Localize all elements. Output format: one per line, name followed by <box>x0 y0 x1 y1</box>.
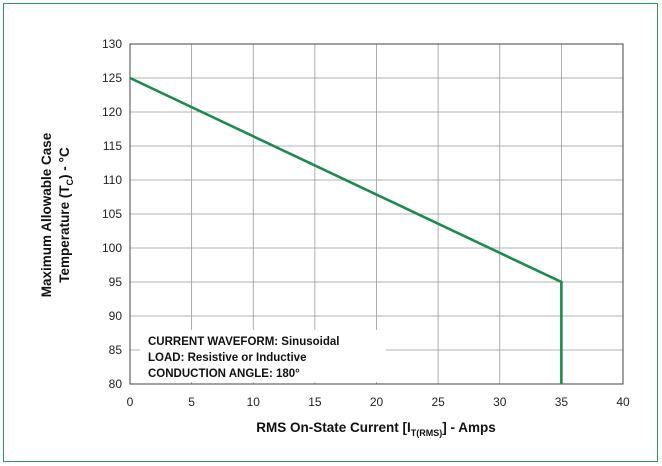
y-tick-label: 130 <box>102 37 122 51</box>
chart-frame <box>3 3 658 462</box>
x-tick-label: 5 <box>188 395 195 409</box>
x-tick-label: 30 <box>493 395 507 409</box>
annotation-line-2: LOAD: Resistive or Inductive <box>148 352 306 364</box>
y-tick-label: 95 <box>109 275 123 289</box>
y-tick-label: 115 <box>103 139 122 153</box>
x-tick-label: 15 <box>308 395 322 409</box>
annotation-box: CURRENT WAVEFORM: Sinusoidal LOAD: Resis… <box>140 330 386 382</box>
x-tick-label: 40 <box>616 395 630 409</box>
x-tick-label: 35 <box>555 395 569 409</box>
x-axis-title: RMS On-State Current [IT(RMS)] - Amps <box>256 420 496 438</box>
y-axis-title-line-1: Maximum Allowable Case <box>39 132 54 297</box>
annotation-background <box>140 330 386 382</box>
y-tick-label: 85 <box>109 343 123 357</box>
y-tick-label: 100 <box>102 241 122 255</box>
x-tick-label: 0 <box>127 395 134 409</box>
y-axis-title: Maximum Allowable Case Temperature (TC) … <box>39 132 75 297</box>
y-axis-title-line-2: Temperature (TC) - °C <box>57 147 75 283</box>
y-tick-labels: 80 85 90 95 100 105 110 115 120 125 130 <box>102 37 122 391</box>
x-tick-labels: 0 5 10 15 20 25 30 35 40 <box>127 395 630 409</box>
annotation-line-1: CURRENT WAVEFORM: Sinusoidal <box>148 336 339 348</box>
series-line <box>129 76 563 384</box>
y-tick-label: 125 <box>102 71 122 85</box>
y-axis-title-line-2-tail: ) - °C <box>57 147 72 179</box>
y-tick-label: 120 <box>102 105 122 119</box>
y-tick-label: 105 <box>102 207 122 221</box>
x-tick-label: 20 <box>370 395 384 409</box>
annotation-line-3: CONDUCTION ANGLE: 180° <box>148 368 300 380</box>
x-tick-label: 10 <box>247 395 261 409</box>
x-axis-title-main: RMS On-State Current [I <box>256 420 411 435</box>
x-tick-label: 25 <box>431 395 445 409</box>
y-axis-title-subscript: C <box>65 178 75 185</box>
y-tick-label: 90 <box>109 309 123 323</box>
x-axis-title-subscript: T(RMS) <box>411 428 443 438</box>
y-tick-label: 110 <box>103 173 122 187</box>
x-axis-title-tail: ] - Amps <box>442 420 496 435</box>
y-axis-title-line-2-main: Temperature (T <box>57 185 72 283</box>
y-tick-label: 80 <box>109 377 123 391</box>
plot-area <box>129 43 624 385</box>
